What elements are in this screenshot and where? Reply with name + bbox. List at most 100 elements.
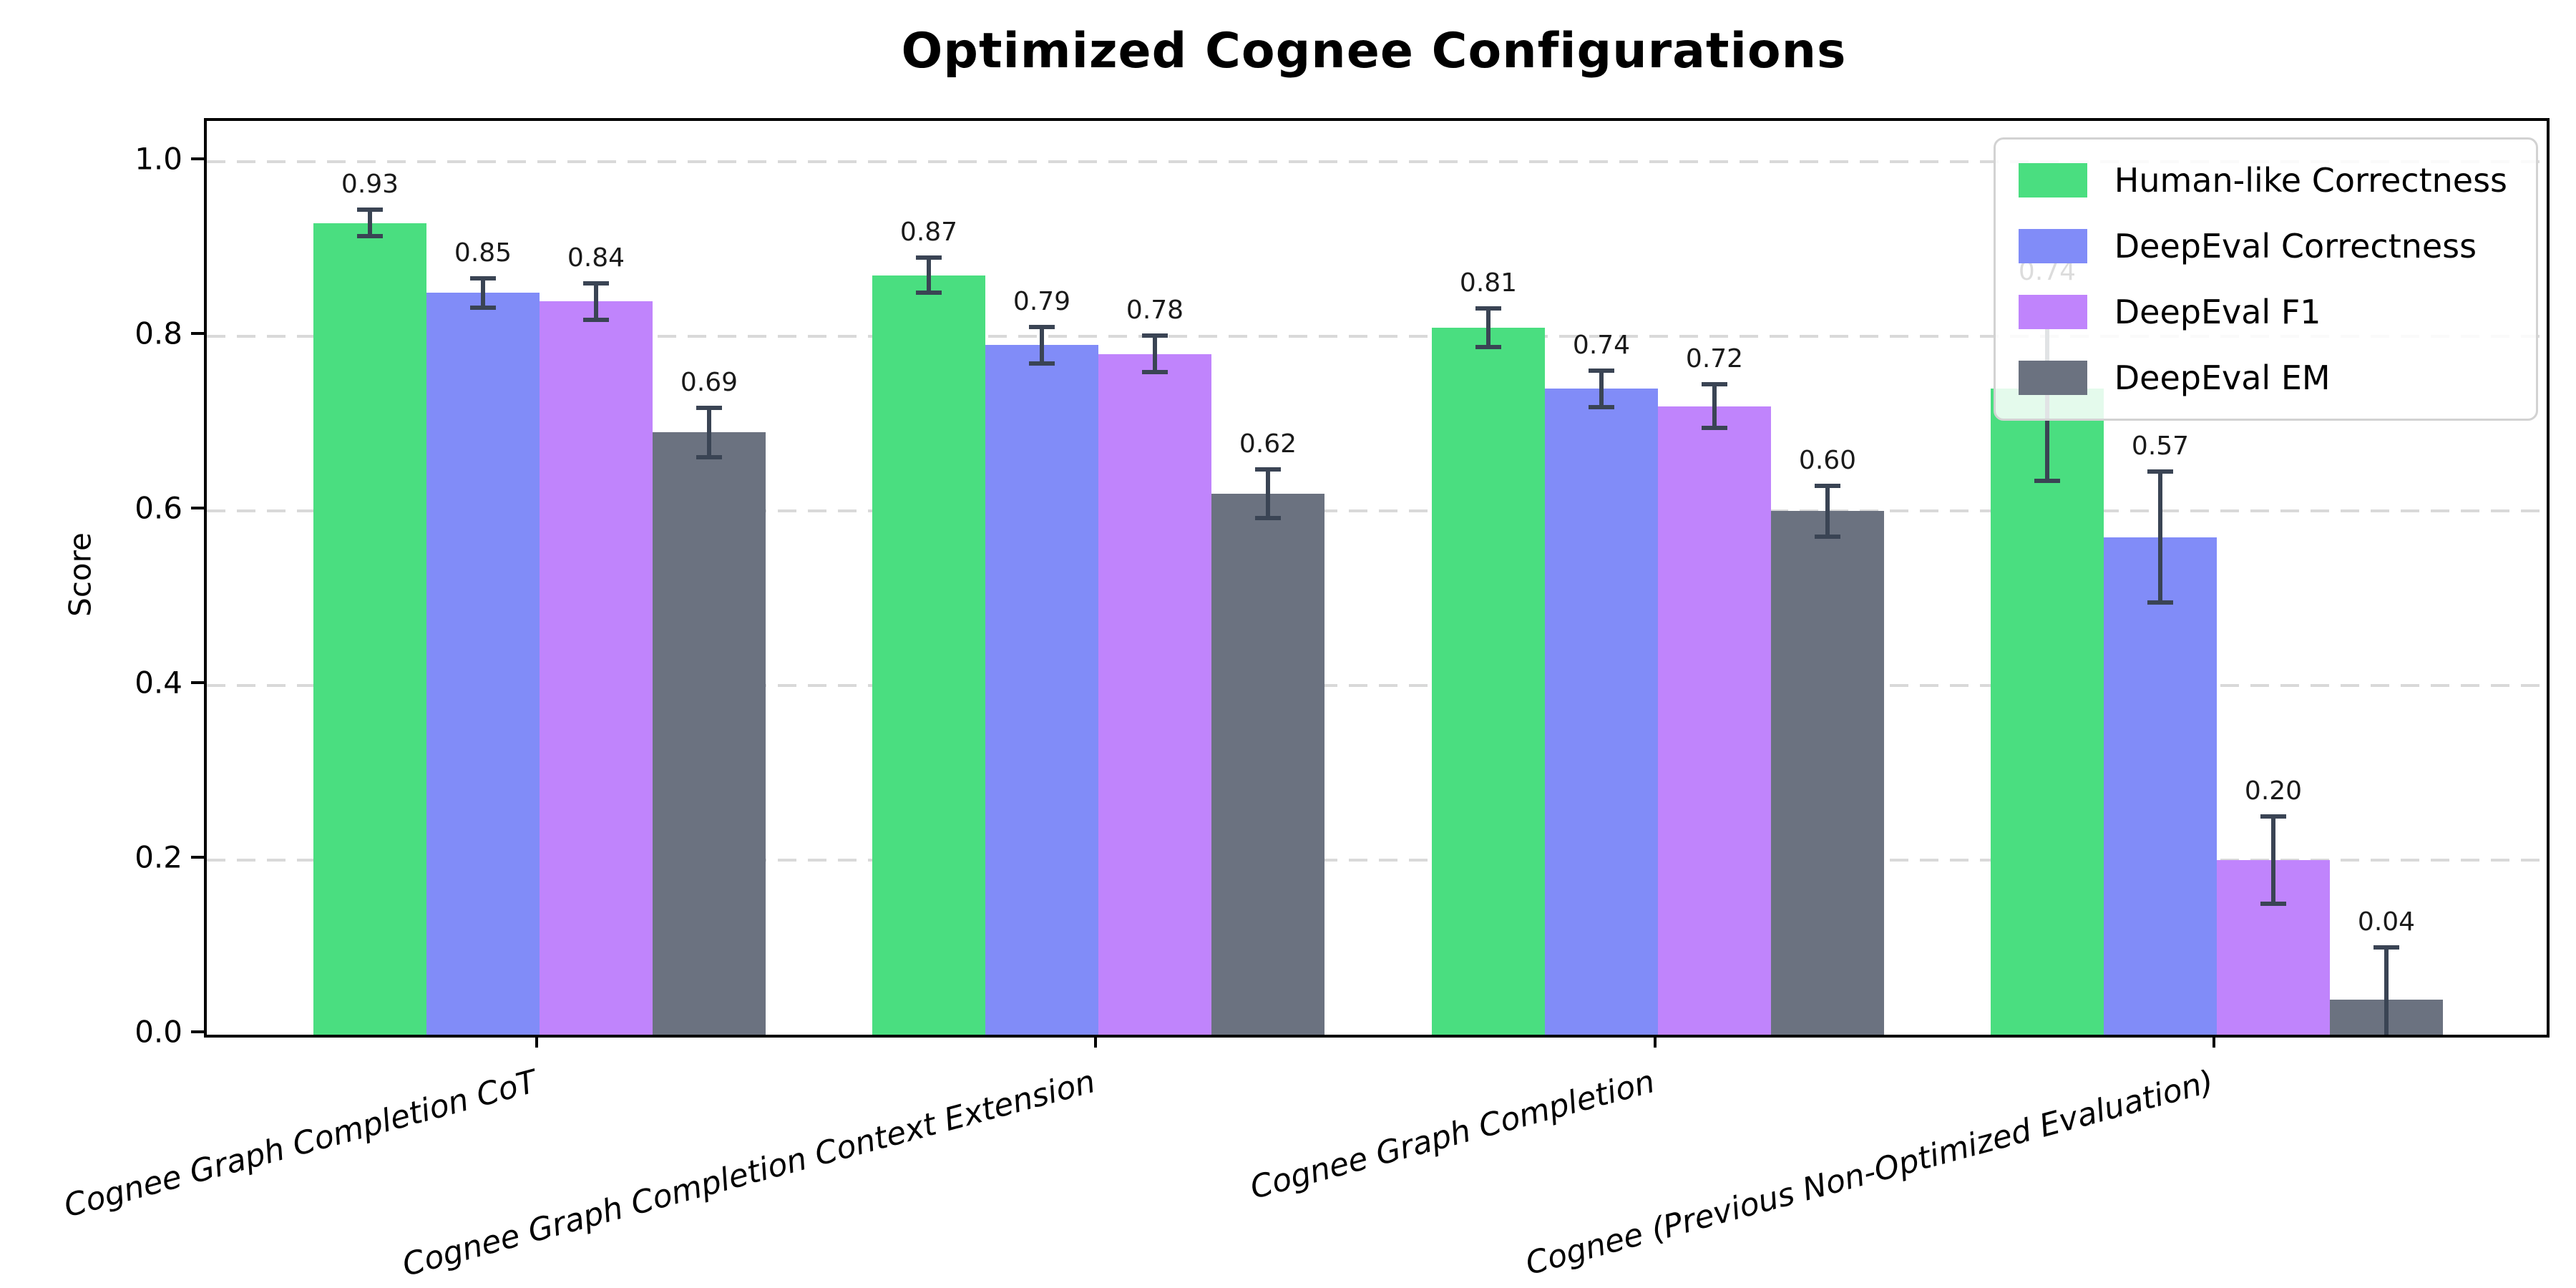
error-bar	[1153, 336, 1157, 373]
y-axis-title: Score	[62, 532, 98, 617]
error-bar-cap	[470, 275, 496, 280]
error-bar	[2384, 947, 2389, 1035]
legend-swatch	[2018, 163, 2087, 197]
x-tick	[2212, 1035, 2215, 1048]
x-tick	[1654, 1035, 1657, 1048]
legend-label: Human-like Correctness	[2114, 161, 2507, 200]
legend-label: DeepEval F1	[2114, 293, 2321, 331]
legend: Human-like Correctness DeepEval Correctne…	[1993, 137, 2538, 421]
bar-value-label: 0.74	[1572, 330, 1631, 360]
error-bar	[707, 408, 711, 457]
error-bar-cap	[2260, 902, 2286, 907]
legend-swatch	[2018, 361, 2087, 395]
error-bar-cap	[696, 454, 722, 459]
y-tick-label: 1.0	[135, 141, 182, 177]
error-bar-cap	[1589, 405, 1614, 410]
y-tick	[191, 332, 204, 336]
error-bar	[1825, 485, 1830, 537]
bar-value-label: 0.62	[1239, 429, 1297, 459]
bar	[1211, 493, 1324, 1035]
error-bar-cap	[1029, 361, 1055, 366]
error-bar-cap	[1815, 483, 1840, 488]
bar	[985, 345, 1098, 1035]
error-bar-cap	[1142, 370, 1168, 375]
x-tick	[1094, 1035, 1097, 1048]
y-tick	[191, 856, 204, 859]
gridline	[207, 859, 2547, 862]
bar	[1098, 353, 1211, 1035]
y-tick-label: 0.6	[135, 490, 182, 526]
bar	[540, 301, 653, 1035]
error-bar-cap	[1702, 426, 1727, 431]
error-bar-cap	[1702, 382, 1727, 387]
error-bar-cap	[2147, 469, 2173, 474]
error-bar-cap	[1815, 534, 1840, 539]
bar-value-label: 0.93	[341, 170, 399, 200]
error-bar-cap	[2260, 814, 2286, 819]
error-bar-cap	[1475, 344, 1501, 349]
legend-item: DeepEval Correctness	[2018, 227, 2507, 265]
error-bar	[2158, 472, 2162, 603]
error-bar-cap	[2034, 478, 2060, 483]
bar-value-label: 0.57	[2131, 431, 2190, 462]
bar-value-label: 0.78	[1126, 296, 1184, 326]
gridline	[207, 684, 2547, 688]
legend-item: DeepEval EM	[2018, 358, 2507, 397]
legend-swatch	[2018, 295, 2087, 329]
bar	[426, 293, 540, 1035]
x-tick	[535, 1035, 538, 1048]
error-bar	[927, 258, 931, 293]
bar	[1432, 328, 1545, 1035]
legend-label: DeepEval Correctness	[2114, 227, 2477, 265]
bar-value-label: 0.84	[567, 243, 625, 273]
bar-value-label: 0.72	[1685, 344, 1744, 374]
bar-value-label: 0.87	[899, 218, 958, 248]
x-tick-label: Cognee Graph Completion	[1246, 1063, 1659, 1207]
x-tick-label: Cognee Graph Completion CoT	[60, 1063, 541, 1225]
error-bar	[1266, 469, 1270, 518]
bar-value-label: 0.69	[680, 368, 738, 398]
bar-value-label: 0.20	[2244, 776, 2303, 806]
error-bar	[1486, 308, 1491, 347]
legend-swatch	[2018, 229, 2087, 263]
bar-value-label: 0.60	[1798, 445, 1857, 475]
error-bar-cap	[1589, 368, 1614, 373]
bar	[2104, 537, 2217, 1035]
error-bar	[594, 283, 598, 321]
error-bar-cap	[2147, 600, 2173, 605]
error-bar	[1712, 384, 1717, 429]
bar	[313, 223, 426, 1035]
error-bar-cap	[916, 291, 942, 296]
error-bar-cap	[357, 208, 383, 213]
bar	[1545, 389, 1658, 1035]
error-bar	[2271, 816, 2275, 904]
y-tick	[191, 507, 204, 510]
y-tick-label: 0.2	[135, 839, 182, 875]
error-bar-cap	[1475, 306, 1501, 311]
error-bar-cap	[470, 306, 496, 310]
y-tick	[191, 681, 204, 685]
error-bar-cap	[357, 233, 383, 238]
error-bar	[1599, 370, 1604, 408]
bar-value-label: 0.04	[2357, 907, 2416, 937]
error-bar-cap	[1255, 515, 1281, 520]
bar-value-label: 0.79	[1013, 286, 1071, 316]
y-tick	[191, 1030, 204, 1033]
y-tick-label: 0.4	[135, 665, 182, 701]
error-bar-cap	[583, 280, 609, 286]
bar	[1658, 406, 1771, 1035]
error-bar-cap	[1142, 333, 1168, 338]
gridline	[207, 335, 2547, 338]
bar	[653, 432, 766, 1035]
error-bar	[481, 278, 485, 308]
bar	[872, 275, 985, 1035]
error-bar-cap	[1255, 467, 1281, 472]
chart-title: Optimized Cognee Configurations	[901, 23, 1847, 79]
bar	[1771, 511, 1884, 1035]
error-bar-cap	[916, 255, 942, 260]
error-bar-cap	[583, 318, 609, 323]
legend-item: Human-like Correctness	[2018, 161, 2507, 200]
gridline	[207, 509, 2547, 513]
gridline	[207, 160, 2547, 164]
